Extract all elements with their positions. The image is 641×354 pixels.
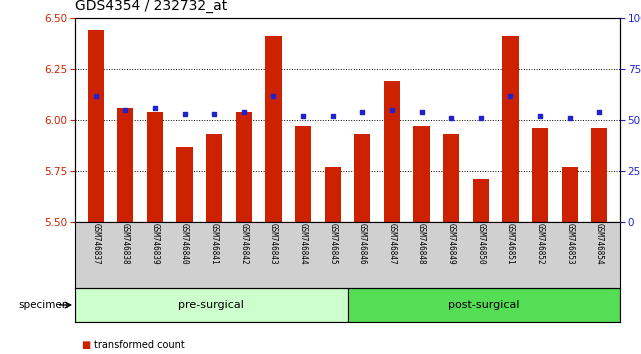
Text: GSM746845: GSM746845 xyxy=(328,223,337,265)
Point xyxy=(90,93,101,98)
Point xyxy=(298,113,308,119)
Point xyxy=(238,109,249,115)
Bar xyxy=(354,134,370,222)
Text: GSM746852: GSM746852 xyxy=(535,223,544,265)
Text: GSM746847: GSM746847 xyxy=(387,223,396,265)
Text: GSM746844: GSM746844 xyxy=(299,223,308,265)
Bar xyxy=(117,108,133,222)
Text: GSM746854: GSM746854 xyxy=(595,223,604,265)
Text: GSM746840: GSM746840 xyxy=(180,223,189,265)
Point xyxy=(328,113,338,119)
Text: GSM746850: GSM746850 xyxy=(476,223,485,265)
Point xyxy=(121,107,131,113)
Text: post-surgical: post-surgical xyxy=(448,300,519,310)
Text: GSM746843: GSM746843 xyxy=(269,223,278,265)
Point xyxy=(417,109,427,115)
Text: GSM746848: GSM746848 xyxy=(417,223,426,265)
Bar xyxy=(443,134,460,222)
Text: GSM746853: GSM746853 xyxy=(565,223,574,265)
Point xyxy=(535,113,545,119)
Text: GSM746839: GSM746839 xyxy=(151,223,160,265)
Bar xyxy=(206,134,222,222)
Bar xyxy=(384,81,400,222)
Point xyxy=(179,111,190,117)
Bar xyxy=(413,126,429,222)
Point xyxy=(505,93,515,98)
Point xyxy=(209,111,219,117)
Bar xyxy=(88,30,104,222)
Bar xyxy=(532,128,548,222)
Point xyxy=(150,105,160,110)
Bar xyxy=(347,288,620,322)
Bar xyxy=(147,112,163,222)
Point xyxy=(387,107,397,113)
Bar xyxy=(562,167,578,222)
Text: specimen: specimen xyxy=(18,300,69,310)
Text: GSM746841: GSM746841 xyxy=(210,223,219,265)
Text: GSM746851: GSM746851 xyxy=(506,223,515,265)
Text: pre-surgical: pre-surgical xyxy=(178,300,244,310)
Point xyxy=(269,93,279,98)
Bar xyxy=(472,179,489,222)
Text: GSM746849: GSM746849 xyxy=(447,223,456,265)
Bar xyxy=(591,128,608,222)
Point xyxy=(594,109,604,115)
Bar xyxy=(75,288,347,322)
Text: GSM746846: GSM746846 xyxy=(358,223,367,265)
Text: transformed count: transformed count xyxy=(94,340,185,350)
Text: GDS4354 / 232732_at: GDS4354 / 232732_at xyxy=(75,0,228,13)
Bar xyxy=(295,126,312,222)
Text: GSM746838: GSM746838 xyxy=(121,223,130,265)
Bar xyxy=(265,36,281,222)
Bar xyxy=(236,112,252,222)
Text: GSM746842: GSM746842 xyxy=(239,223,248,265)
Bar xyxy=(176,147,193,222)
Point xyxy=(357,109,367,115)
Point xyxy=(565,115,575,121)
Text: ■: ■ xyxy=(81,340,90,350)
Point xyxy=(476,115,486,121)
Point xyxy=(446,115,456,121)
Bar xyxy=(324,167,341,222)
Text: GSM746837: GSM746837 xyxy=(91,223,100,265)
Bar xyxy=(503,36,519,222)
